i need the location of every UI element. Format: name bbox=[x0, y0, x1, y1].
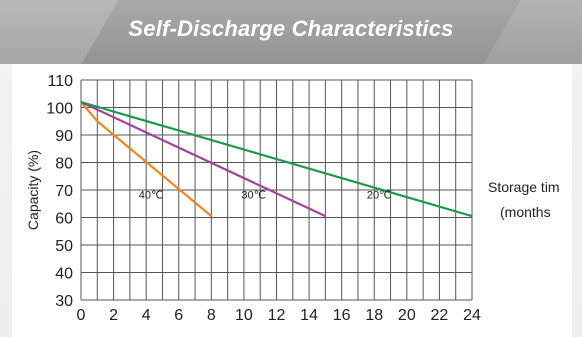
y-tick-label: 80 bbox=[55, 156, 73, 173]
x-tick-label: 24 bbox=[463, 307, 481, 324]
x-tick-label: 18 bbox=[365, 307, 383, 324]
series-label: 40℃ bbox=[139, 189, 164, 201]
series-line-2 bbox=[80, 100, 473, 218]
y-tick-label: 40 bbox=[55, 266, 73, 283]
x-tick-label: 2 bbox=[109, 307, 118, 324]
x-tick-label: 12 bbox=[268, 307, 286, 324]
x-tick-label: 0 bbox=[77, 307, 86, 324]
x-tick-label: 22 bbox=[431, 307, 449, 324]
y-tick-label: 70 bbox=[55, 183, 73, 200]
title-bar: Self-Discharge Characteristics bbox=[0, 0, 582, 64]
y-tick-label: 60 bbox=[55, 211, 73, 228]
x-tick-label: 8 bbox=[207, 307, 216, 324]
y-axis-label: Capacity (%) bbox=[25, 150, 41, 230]
y-tick-label: 30 bbox=[55, 293, 73, 310]
x-axis-label: Storage tim bbox=[488, 179, 560, 195]
x-tick-label: 10 bbox=[235, 307, 253, 324]
y-tick-label: 90 bbox=[55, 128, 73, 145]
x-tick-label: 6 bbox=[174, 307, 183, 324]
chart-title: Self-Discharge Characteristics bbox=[128, 16, 454, 41]
series-label: 20℃ bbox=[367, 189, 392, 201]
series-line-0 bbox=[80, 101, 213, 217]
y-tick-label: 110 bbox=[47, 73, 73, 90]
x-tick-label: 4 bbox=[142, 307, 151, 324]
series-line-1 bbox=[80, 101, 326, 218]
y-tick-label: 50 bbox=[55, 238, 73, 255]
series-label: 30℃ bbox=[241, 189, 266, 201]
x-tick-label: 20 bbox=[398, 307, 416, 324]
x-tick-label: 16 bbox=[333, 307, 351, 324]
y-tick-label: 100 bbox=[46, 101, 73, 118]
x-axis-label: (months bbox=[500, 204, 551, 220]
x-tick-label: 14 bbox=[300, 307, 318, 324]
